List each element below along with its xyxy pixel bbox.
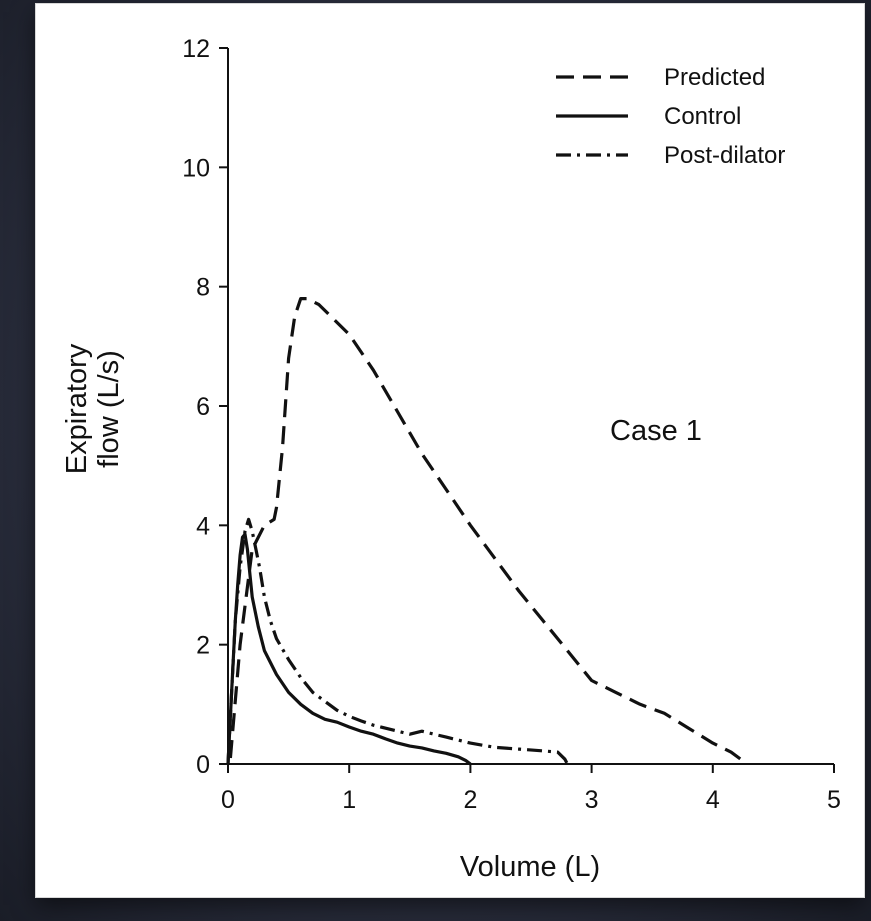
y-axis-title-line-1: Expiratory [61,343,93,474]
series-line-control [226,532,472,766]
legend: Predicted Control Post-dilator [556,64,785,169]
plot-card: 0 2 4 6 8 10 12 0 1 2 3 4 5 Predicted Control Post-dil… [36,4,864,897]
y-tick-label: 4 [196,512,210,540]
case-annotation: Case 1 [610,415,702,447]
y-tick-label: 8 [196,274,210,302]
x-tick-label: 4 [706,786,720,814]
y-tick-label: 6 [196,393,210,421]
x-tick-label: 3 [585,786,599,814]
series-line-predicted [228,297,748,766]
legend-label-post-dilator: Post-dilator [664,142,785,169]
y-tick-label: 12 [182,35,210,63]
x-tick-label: 1 [342,786,356,814]
y-tick-label: 2 [196,632,210,660]
y-tick-label: 0 [196,751,210,779]
x-tick-label: 2 [463,786,477,814]
y-axis-title-line-2: flow (L/s) [93,350,125,468]
y-tick-label: 10 [182,154,210,182]
x-tick-label: 5 [827,786,841,814]
series-layer [226,297,748,766]
legend-label-control: Control [664,103,741,130]
legend-label-predicted: Predicted [664,64,765,91]
x-axis-title: Volume (L) [460,851,600,883]
x-tick-label: 0 [221,786,235,814]
series-line-post-dilator [226,517,569,765]
